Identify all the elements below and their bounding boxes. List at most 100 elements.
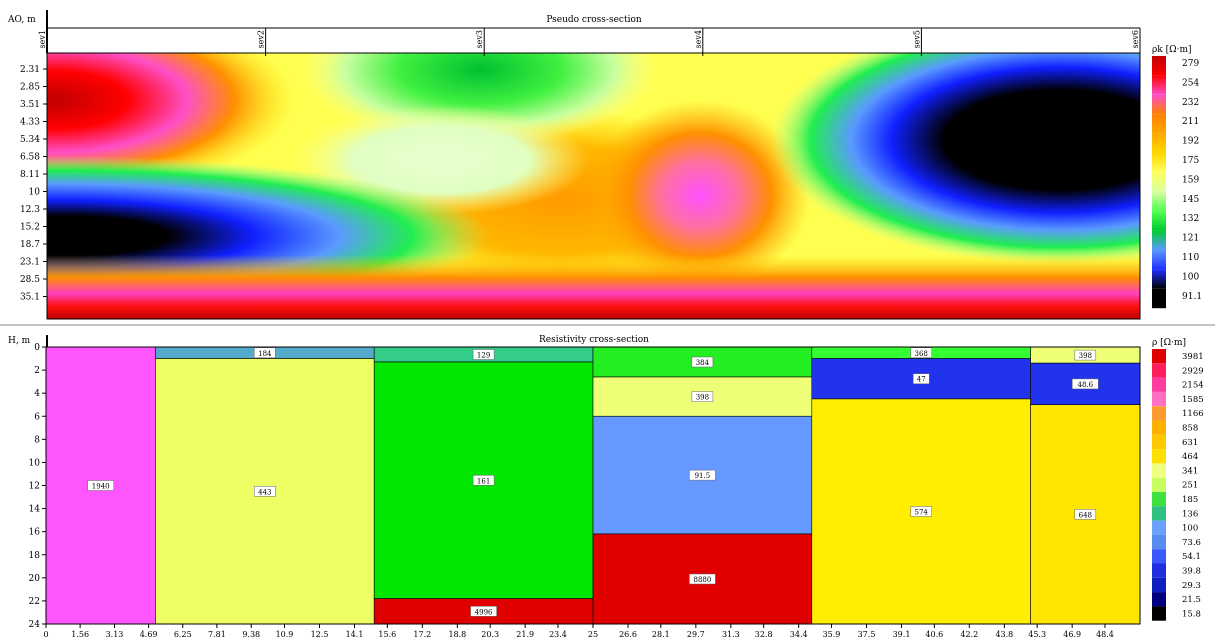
pseudo-y-label: AO, m <box>7 15 36 25</box>
res-x-tick-label: 17.2 <box>413 630 431 639</box>
pseudo-legend-swatch <box>1152 56 1166 76</box>
res-x-tick-label: 37.5 <box>858 630 876 639</box>
pseudo-legend-label: 110 <box>1182 253 1199 263</box>
res-x-tick-label: 20.3 <box>481 630 499 639</box>
res-legend-swatch <box>1152 434 1166 450</box>
layer-label-box <box>1074 509 1097 520</box>
res-legend-swatch <box>1152 363 1166 378</box>
res-x-tick-label: 18.8 <box>448 630 466 639</box>
res-x-tick-label: 25 <box>588 630 598 639</box>
resistivity-y-label: H, m <box>8 336 31 346</box>
pseudo-y-tick-label: 3.51 <box>20 100 40 110</box>
pseudo-legend-label: 232 <box>1182 98 1199 108</box>
pseudo-y-tick-label: 35.1 <box>20 293 40 303</box>
res-legend-swatch <box>1152 349 1166 364</box>
res-y-tick-label: 6 <box>34 412 40 422</box>
res-legend-swatch <box>1152 463 1166 478</box>
res-legend-swatch <box>1152 506 1166 521</box>
res-legend-label: 100 <box>1182 524 1198 534</box>
resistivity-columns: 1940 184 443 129 161 4996 384 398 91.5 8880 368 47 5… <box>45 346 1141 625</box>
layer-value-label: 184 <box>258 350 272 358</box>
pseudo-y-tick-label: 8.11 <box>20 170 40 180</box>
res-x-tick-label: 46.9 <box>1063 630 1081 639</box>
pseudo-y-tick-label: 4.33 <box>20 118 40 128</box>
res-x-tick-label: 26.6 <box>619 630 637 639</box>
pseudo-legend-swatch <box>1152 288 1166 309</box>
layer-label-box <box>689 469 716 481</box>
res-x-tick-label: 35.9 <box>823 630 841 639</box>
res-legend-label: 1585 <box>1182 395 1204 405</box>
pseudo-legend-swatch <box>1152 133 1166 153</box>
layer-value-label: 91.5 <box>695 472 711 480</box>
res-x-tick-label: 32.8 <box>755 630 773 639</box>
layer-label-box <box>1074 349 1097 361</box>
layer-label-box <box>87 480 114 491</box>
pseudo-legend-swatch <box>1152 211 1166 231</box>
pseudo-legend-swatch <box>1152 75 1166 95</box>
res-x-tick-label: 45.3 <box>1028 630 1046 639</box>
res-x-tick-label: 6.25 <box>174 630 192 639</box>
station-label: sev5 <box>912 30 921 48</box>
res-y-tick-label: 0 <box>34 343 40 353</box>
pseudo-legend-swatch <box>1152 269 1166 289</box>
resistivity-title: Resistivity cross-section <box>539 335 649 345</box>
res-x-tick-label: 42.2 <box>960 630 978 639</box>
station-label: sev4 <box>694 30 703 48</box>
pseudo-legend-swatch <box>1152 191 1166 212</box>
pseudo-legend-swatch <box>1152 250 1166 270</box>
res-x-tick-label: 15.6 <box>378 630 396 639</box>
res-legend-swatch <box>1152 534 1166 550</box>
pseudo-legend-swatch <box>1152 114 1166 134</box>
res-x-tick-label: 14.1 <box>346 630 364 639</box>
layer-value-label: 48.6 <box>1078 381 1094 389</box>
res-y-tick-label: 24 <box>29 620 41 630</box>
layer-value-label: 1940 <box>92 483 110 491</box>
pseudo-anomaly-pink-sev4 <box>590 100 810 290</box>
pseudo-legend-swatch <box>1152 153 1166 173</box>
pseudo-legend-swatch <box>1152 94 1166 115</box>
pseudo-y-tick-label: 18.7 <box>20 240 40 250</box>
layer-label-box <box>472 349 495 360</box>
layer-label-box <box>689 573 716 585</box>
layer-value-label: 443 <box>258 488 271 496</box>
pseudo-legend: 279 254 232 211 192 175 159 145 132 121 110 100 91.1 <box>1152 56 1202 309</box>
res-x-tick-label: 10.9 <box>276 630 294 639</box>
res-legend-swatch <box>1152 577 1166 593</box>
pseudo-legend-label: 211 <box>1182 117 1199 127</box>
res-legend-swatch <box>1152 391 1166 407</box>
res-legend-swatch <box>1152 492 1166 507</box>
pseudo-y-tick-label: 28.5 <box>20 275 40 285</box>
pseudo-legend-label: 192 <box>1182 137 1199 147</box>
res-legend-swatch <box>1152 592 1166 607</box>
res-legend-swatch <box>1152 377 1166 392</box>
layer-value-label: 384 <box>696 359 710 367</box>
layer-value-label: 648 <box>1079 511 1092 519</box>
res-legend-swatch <box>1152 563 1166 578</box>
res-legend-label: 858 <box>1182 424 1198 434</box>
pseudo-anomaly-bottom-high <box>47 255 1140 319</box>
station-label: sev1 <box>38 30 47 48</box>
res-y-tick-label: 12 <box>29 482 40 492</box>
res-legend-label: 251 <box>1182 481 1198 491</box>
layer-value-label: 161 <box>477 477 490 485</box>
pseudo-frame <box>46 52 1141 320</box>
res-legend-label: 631 <box>1182 438 1198 448</box>
res-y-tick-label: 8 <box>34 435 40 445</box>
res-y-tick-label: 22 <box>29 597 40 607</box>
pseudo-y-tick-label: 23.1 <box>20 258 40 268</box>
res-x-tick-label: 31.3 <box>722 630 740 639</box>
res-legend-label: 464 <box>1182 452 1198 462</box>
res-legend-label: 73.6 <box>1182 538 1201 548</box>
pseudo-legend-label: 159 <box>1182 175 1199 185</box>
pseudo-legend-label: 91.1 <box>1182 292 1202 302</box>
pseudo-y-tick-label: 2.31 <box>20 65 40 75</box>
res-y-tick-label: 4 <box>34 389 40 399</box>
layer-label-box <box>910 347 932 359</box>
res-legend-label: 15.8 <box>1182 609 1201 619</box>
pseudo-anomaly-low-right <box>770 53 1140 265</box>
res-x-tick-label: 34.4 <box>790 630 808 639</box>
res-x-tick-label: 7.81 <box>208 630 226 639</box>
res-x-tick-label: 43.8 <box>995 630 1013 639</box>
